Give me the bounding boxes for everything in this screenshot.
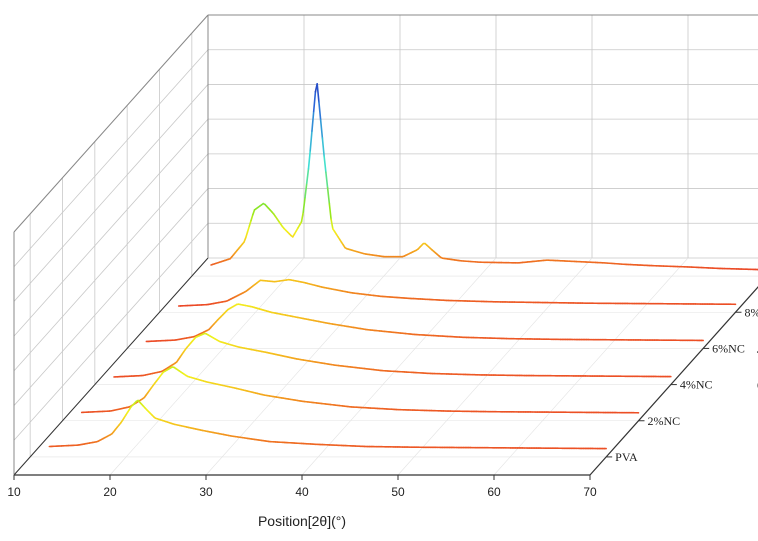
floor-xgrid	[301, 257, 497, 476]
series-segment	[316, 83, 320, 103]
series-6-nc	[145, 303, 704, 343]
left-wall-hgrid	[13, 118, 209, 337]
x-axis-title: Position[2θ](°)	[258, 513, 346, 529]
floor-xgrid	[493, 257, 689, 476]
series-segment	[326, 187, 331, 205]
sample-tick-label: 2%NC	[648, 414, 681, 428]
sample-tick-label: 8%NC	[745, 305, 758, 319]
x-tick-label: 40	[295, 485, 309, 499]
sample-axis-title: Sample	[754, 343, 758, 391]
floor-xgrid	[589, 286, 758, 476]
left-wall-hgrid	[13, 188, 209, 406]
series-segment	[311, 110, 315, 132]
series-segment	[243, 236, 247, 243]
x-tick-label: 60	[487, 485, 501, 499]
sample-tick-label: PVA	[615, 450, 638, 464]
floor-xgrid	[205, 257, 401, 476]
series-8-nc	[177, 278, 737, 307]
left-wall-hgrid	[13, 153, 209, 372]
series-segment	[318, 101, 322, 121]
series-segment	[245, 231, 249, 239]
sample-tick-label: 4%NC	[680, 378, 713, 392]
x-tick-label: 70	[583, 485, 597, 499]
left-top-edge	[13, 14, 209, 233]
sample-tick-label: 6%NC	[712, 341, 745, 355]
x-tick-label: 20	[103, 485, 117, 499]
series-pva	[48, 399, 607, 450]
series-segment	[302, 196, 306, 213]
series-2-nc	[80, 366, 640, 414]
series-segment	[309, 130, 313, 152]
series-layer	[48, 83, 758, 450]
series-segment	[300, 211, 305, 223]
x-tick-label: 30	[199, 485, 213, 499]
series-segment	[307, 149, 312, 170]
series-segment	[248, 219, 252, 227]
series-segment	[250, 214, 254, 222]
series-segment	[328, 202, 332, 221]
series-segment	[312, 90, 317, 113]
sample-axis-line	[589, 286, 758, 476]
left-wall-hgrid	[13, 223, 209, 441]
left-floor-edge	[13, 257, 209, 476]
series-segment	[304, 182, 308, 199]
series-4-nc	[113, 332, 672, 378]
x-tick-label: 50	[391, 485, 405, 499]
left-wall-hgrid	[13, 49, 209, 267]
series-nc	[210, 83, 758, 271]
text-layer: 1020304050607005001000150020002500300035…	[7, 305, 758, 529]
floor-xgrid	[397, 257, 593, 476]
series-segment	[319, 119, 324, 139]
series-segment	[323, 155, 327, 173]
grid-layer	[13, 14, 758, 480]
series-segment	[330, 218, 334, 230]
series-segment	[321, 137, 325, 157]
x-tick-label: 10	[7, 485, 21, 499]
series-segment	[251, 209, 256, 216]
series-segment	[246, 225, 251, 233]
left-wall-hgrid	[13, 84, 209, 302]
series-segment	[305, 168, 310, 185]
series-segment	[325, 171, 329, 189]
floor-xgrid	[109, 257, 305, 476]
